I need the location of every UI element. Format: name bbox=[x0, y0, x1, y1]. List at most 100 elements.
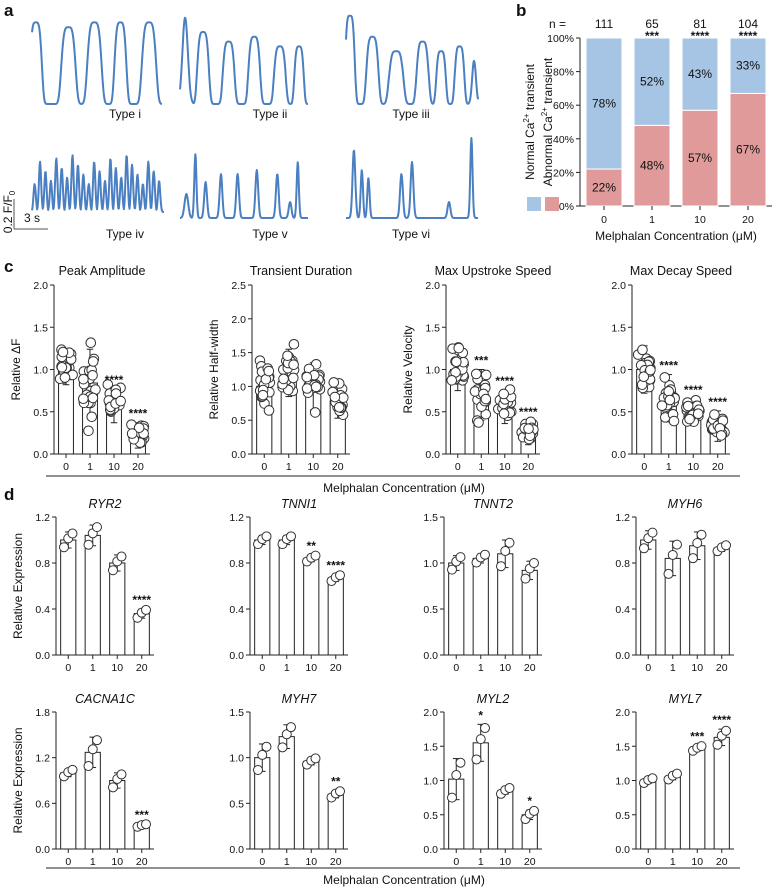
chart-d4: 0.0 0.4 0.8 1.2 MYH6 0 1 10 20 bbox=[615, 497, 734, 674]
chart-title: CACNA1C bbox=[75, 692, 136, 706]
data-point bbox=[67, 764, 78, 775]
y-tick-label: 0.0 bbox=[229, 650, 244, 662]
bar bbox=[713, 736, 730, 850]
stacked-bar-segment bbox=[729, 92, 767, 207]
segment-label: 33% bbox=[736, 59, 760, 73]
y-tick-label: 1.5 bbox=[229, 707, 244, 719]
x-tick-label: 10 bbox=[691, 856, 703, 868]
y-tick-label: 100% bbox=[547, 33, 574, 45]
calcium-trace-type-iv bbox=[31, 154, 165, 213]
chart-d3: 0.0 0.5 1.0 1.5 TNNT2 0 1 10 20 bbox=[423, 497, 542, 674]
x-tick-label: 10 bbox=[691, 662, 703, 674]
x-tick-label: 1 bbox=[649, 214, 655, 226]
data-point bbox=[495, 561, 506, 572]
x-tick-label: 0 bbox=[453, 662, 459, 674]
data-point bbox=[87, 356, 99, 367]
bar bbox=[278, 539, 295, 656]
data-point bbox=[288, 359, 299, 371]
data-point bbox=[687, 553, 698, 564]
data-point bbox=[672, 768, 683, 779]
y-tick-label: 0.0 bbox=[231, 449, 246, 461]
y-axis-label: Relative Velocity bbox=[401, 325, 415, 413]
chart-d5: 0.0 0.6 1.2 1.8 CACNA1C Relative Expression 0 1… bbox=[11, 692, 154, 868]
data-point bbox=[301, 383, 313, 394]
data-point bbox=[451, 770, 462, 781]
x-tick-label: 10 bbox=[111, 662, 123, 674]
data-point bbox=[715, 430, 727, 441]
y-tick-label: 0.0 bbox=[35, 650, 50, 662]
x-tick-label: 10 bbox=[307, 461, 319, 473]
y-tick-label: 1.0 bbox=[229, 753, 244, 765]
x-tick-label: 20 bbox=[716, 662, 728, 674]
x-tick-label: 10 bbox=[108, 461, 120, 473]
data-point bbox=[252, 764, 263, 775]
y-tick-label: 2.0 bbox=[231, 314, 246, 326]
chart-d8: 0.0 0.5 1.0 1.5 2.0 MYL7 0 1 10 *** 20 **** bbox=[615, 692, 734, 868]
stacked-bar-segment bbox=[585, 37, 623, 170]
x-tick-label: 0 bbox=[641, 461, 647, 473]
stacked-bar-segment bbox=[729, 37, 767, 94]
panel-label-d: d bbox=[4, 485, 14, 504]
x-tick-label: 0 bbox=[65, 662, 71, 674]
data-point bbox=[470, 368, 482, 380]
data-point bbox=[126, 428, 138, 439]
y-tick-label: 1.0 bbox=[615, 776, 630, 788]
data-point bbox=[133, 422, 145, 434]
bar bbox=[60, 772, 77, 850]
x-tick-label: 0 bbox=[259, 662, 265, 674]
y-tick-label: 0.8 bbox=[229, 558, 244, 570]
x-tick-label: 1 bbox=[478, 856, 484, 868]
chart-title: Peak Amplitude bbox=[59, 264, 146, 278]
chart-title: RYR2 bbox=[89, 497, 122, 511]
data-point bbox=[141, 819, 152, 830]
significance-marker: *** bbox=[474, 354, 488, 368]
x-tick-label: 1 bbox=[670, 662, 676, 674]
y-tick-label: 0.0 bbox=[423, 650, 438, 662]
bar bbox=[278, 736, 295, 850]
data-point bbox=[83, 425, 94, 437]
x-tick-label: 20 bbox=[742, 214, 754, 226]
data-point bbox=[480, 393, 492, 405]
y-tick-label: 2.0 bbox=[611, 280, 626, 292]
data-point bbox=[504, 783, 515, 794]
data-point bbox=[520, 573, 531, 584]
y-tick-label: 0% bbox=[559, 201, 574, 213]
x-tick-label: 10 bbox=[111, 856, 123, 868]
trace-type-label: Type i bbox=[109, 107, 141, 121]
panel-b-xlabel: Melphalan Concentration (μM) bbox=[595, 229, 757, 243]
data-point bbox=[529, 558, 540, 568]
y-tick-label: 60% bbox=[553, 100, 574, 112]
y-tick-label: 0.0 bbox=[425, 449, 440, 461]
bar bbox=[60, 539, 77, 656]
x-tick-label: 10 bbox=[305, 856, 317, 868]
data-point bbox=[87, 392, 99, 404]
scale-x-label: 3 s bbox=[24, 211, 40, 225]
data-point bbox=[663, 386, 675, 397]
data-point bbox=[56, 361, 68, 373]
panel-a-traces: Type i Type ii Type iii Type iv Type v T… bbox=[1, 14, 479, 241]
data-point bbox=[500, 546, 511, 557]
data-point bbox=[480, 549, 491, 560]
data-point bbox=[85, 337, 97, 349]
chart-title: Transient Duration bbox=[250, 264, 352, 278]
y-axis-label: Relative ΔF bbox=[9, 338, 23, 400]
calcium-trace-type-iii bbox=[345, 14, 479, 105]
x-tick-label: 20 bbox=[136, 662, 148, 674]
chart-title: MYL7 bbox=[669, 692, 703, 706]
x-tick-label: 1 bbox=[284, 856, 290, 868]
x-tick-label: 10 bbox=[694, 214, 706, 226]
data-point bbox=[335, 570, 346, 581]
x-tick-label: 10 bbox=[687, 461, 699, 473]
y-tick-label: 40% bbox=[553, 134, 574, 146]
y-tick-label: 0.4 bbox=[615, 604, 630, 616]
data-point bbox=[645, 364, 656, 376]
y-tick-label: 80% bbox=[553, 67, 574, 79]
segment-label: 22% bbox=[592, 181, 616, 195]
calcium-trace-type-vi bbox=[345, 137, 479, 219]
y-tick-label: 0.5 bbox=[231, 415, 246, 427]
y-tick-label: 0.0 bbox=[611, 449, 626, 461]
data-point bbox=[59, 372, 71, 383]
x-tick-label: 1 bbox=[478, 461, 484, 473]
